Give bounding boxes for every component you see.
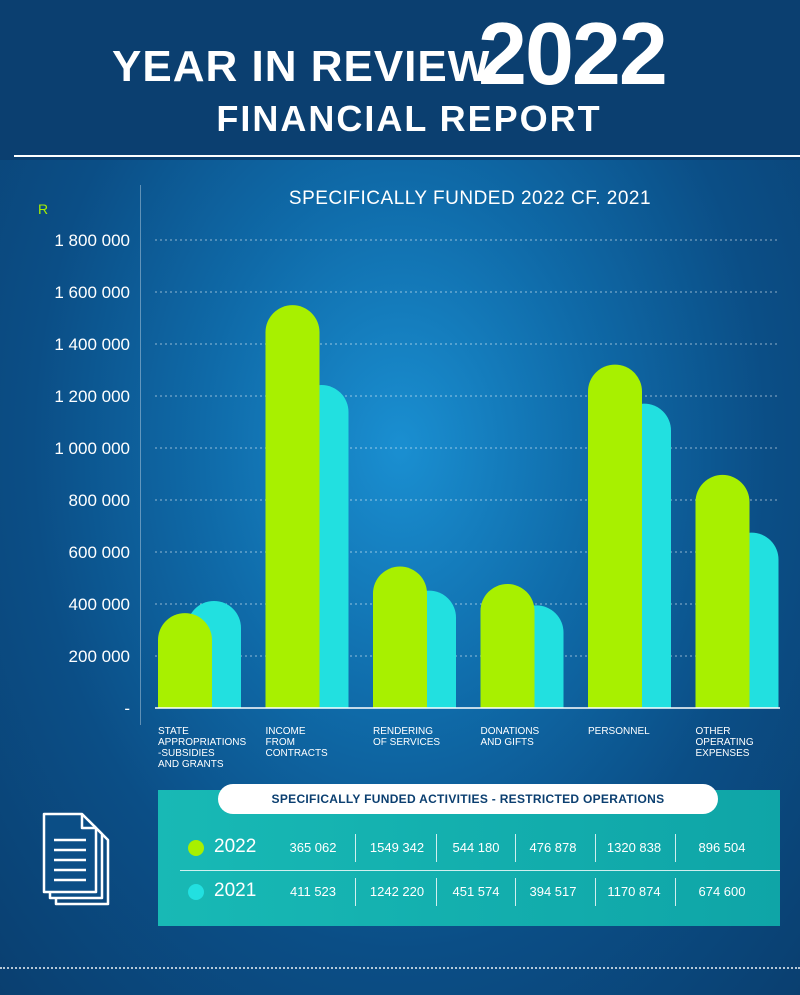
y-tick-label: 400 000 <box>69 595 130 614</box>
x-category-label: DONATIONS AND GIFTS <box>480 726 540 748</box>
bar-2022 <box>265 305 320 708</box>
table-cell: 674 600 <box>698 884 746 899</box>
y-tick-label: 1 800 000 <box>54 231 130 250</box>
bar-2022 <box>158 613 212 708</box>
table-cell-divider <box>355 878 356 906</box>
y-tick-label: 1 400 000 <box>54 335 130 354</box>
y-tick-label: - <box>124 699 130 718</box>
y-tick-label: 600 000 <box>69 543 130 562</box>
bar-2022 <box>695 474 750 708</box>
table-cell: 451 574 <box>452 884 500 899</box>
table-cell-divider <box>515 878 516 906</box>
x-category-label: OTHER OPERATING EXPENSES <box>695 726 754 759</box>
title-financial-report: FINANCIAL REPORT <box>216 98 602 139</box>
header-band: YEAR IN REVIEW 2022 FINANCIAL REPORT <box>0 0 800 160</box>
table-cell: 1170 874 <box>607 884 661 899</box>
x-category-label: INCOME FROM CONTRACTS <box>265 726 328 759</box>
table-cell: 394 517 <box>529 884 577 899</box>
bar-2022 <box>480 584 535 708</box>
legend-year-2022: 2022 <box>214 836 257 857</box>
data-table-heading: SPECIFICALLY FUNDED ACTIVITIES - RESTRIC… <box>218 784 718 814</box>
bottom-dotted-rule <box>0 967 800 969</box>
y-tick-label: 1 600 000 <box>54 283 130 302</box>
x-category-label: STATE APPROPRIATIONS -SUBSIDIES AND GRANTS <box>158 726 247 770</box>
table-row-divider <box>180 870 780 871</box>
table-cell-divider <box>595 834 596 862</box>
table-cell-divider <box>595 878 596 906</box>
title-year: 2022 <box>478 4 668 103</box>
table-cell-divider <box>675 878 676 906</box>
table-cell-divider <box>515 834 516 862</box>
table-cell: 544 180 <box>452 840 500 855</box>
table-cell: 1242 220 <box>369 884 425 899</box>
legend-dot-2022 <box>188 840 204 856</box>
bar-2022 <box>373 566 427 708</box>
table-cell: 896 504 <box>698 840 746 855</box>
y-tick-label: 1 000 000 <box>54 439 130 458</box>
y-tick-label: 800 000 <box>69 491 130 510</box>
chart-vertical-rule <box>140 185 141 725</box>
x-category-label: RENDERING OF SERVICES <box>373 726 441 748</box>
table-cell-divider <box>355 834 356 862</box>
table-cell: 476 878 <box>529 840 577 855</box>
header-divider <box>14 155 800 157</box>
title-year-in-review: YEAR IN REVIEW <box>112 42 491 91</box>
bar-2022 <box>588 364 642 708</box>
table-cell: 411 523 <box>289 884 337 899</box>
y-tick-label: 200 000 <box>69 647 130 666</box>
document-stack-icon <box>42 812 110 906</box>
y-tick-label: 1 200 000 <box>54 387 130 406</box>
table-cell-divider <box>436 878 437 906</box>
x-category-label: PERSONNEL <box>588 726 650 737</box>
table-cell-divider <box>436 834 437 862</box>
legend-year-2021: 2021 <box>214 880 257 901</box>
table-cell-divider <box>675 834 676 862</box>
y-axis-label: R <box>38 201 48 217</box>
table-cell: 365 062 <box>289 840 337 855</box>
table-cell: 1320 838 <box>606 840 662 855</box>
chart-title: SPECIFICALLY FUNDED 2022 CF. 2021 <box>288 188 652 209</box>
table-cell: 1549 342 <box>369 840 425 855</box>
legend-dot-2021 <box>188 884 204 900</box>
